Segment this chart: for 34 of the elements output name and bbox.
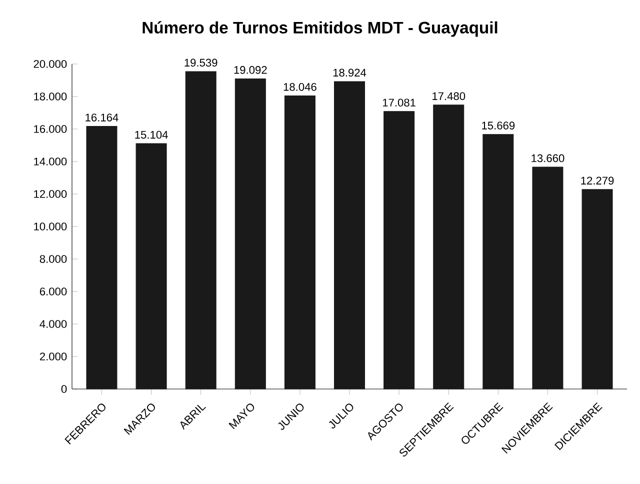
bar [86,126,118,390]
y-tick-label: 6.000 [40,288,67,296]
y-tick-label: 14.000 [34,158,67,166]
bar [433,104,464,390]
bar [384,111,415,390]
data-label: 16.164 [86,114,118,122]
data-label: 18.046 [284,83,316,91]
data-label: 19.092 [234,66,267,74]
data-label: 15.104 [135,130,168,139]
bar [284,95,316,390]
bar [234,78,266,390]
bar [136,143,167,390]
y-tick-label: 8.000 [40,255,67,263]
y-tick-label: 4.000 [40,320,67,328]
bar [532,166,564,390]
y-tick-label: 2.000 [40,352,67,360]
bar [482,134,514,390]
bar [185,71,216,390]
y-tick-label: 20.000 [34,60,67,68]
y-tick-label: 16.000 [34,125,67,133]
y-tick-label: 18.000 [34,92,67,100]
data-label: 18.924 [333,68,366,77]
data-label: 12.279 [581,176,614,185]
bar [582,189,613,390]
y-tick-label: 12.000 [34,190,67,198]
chart-title: Número de Turnos Emitidos MDT - Guayaquil [142,21,498,37]
data-label: 17.081 [382,98,416,107]
data-label: 15.669 [482,122,515,130]
y-tick-label: 0 [61,385,67,393]
data-label: 13.660 [532,154,564,162]
bar [334,81,366,390]
y-tick-label: 10.000 [34,222,67,230]
data-label: 19.539 [184,58,218,67]
data-label: 17.480 [432,92,466,100]
